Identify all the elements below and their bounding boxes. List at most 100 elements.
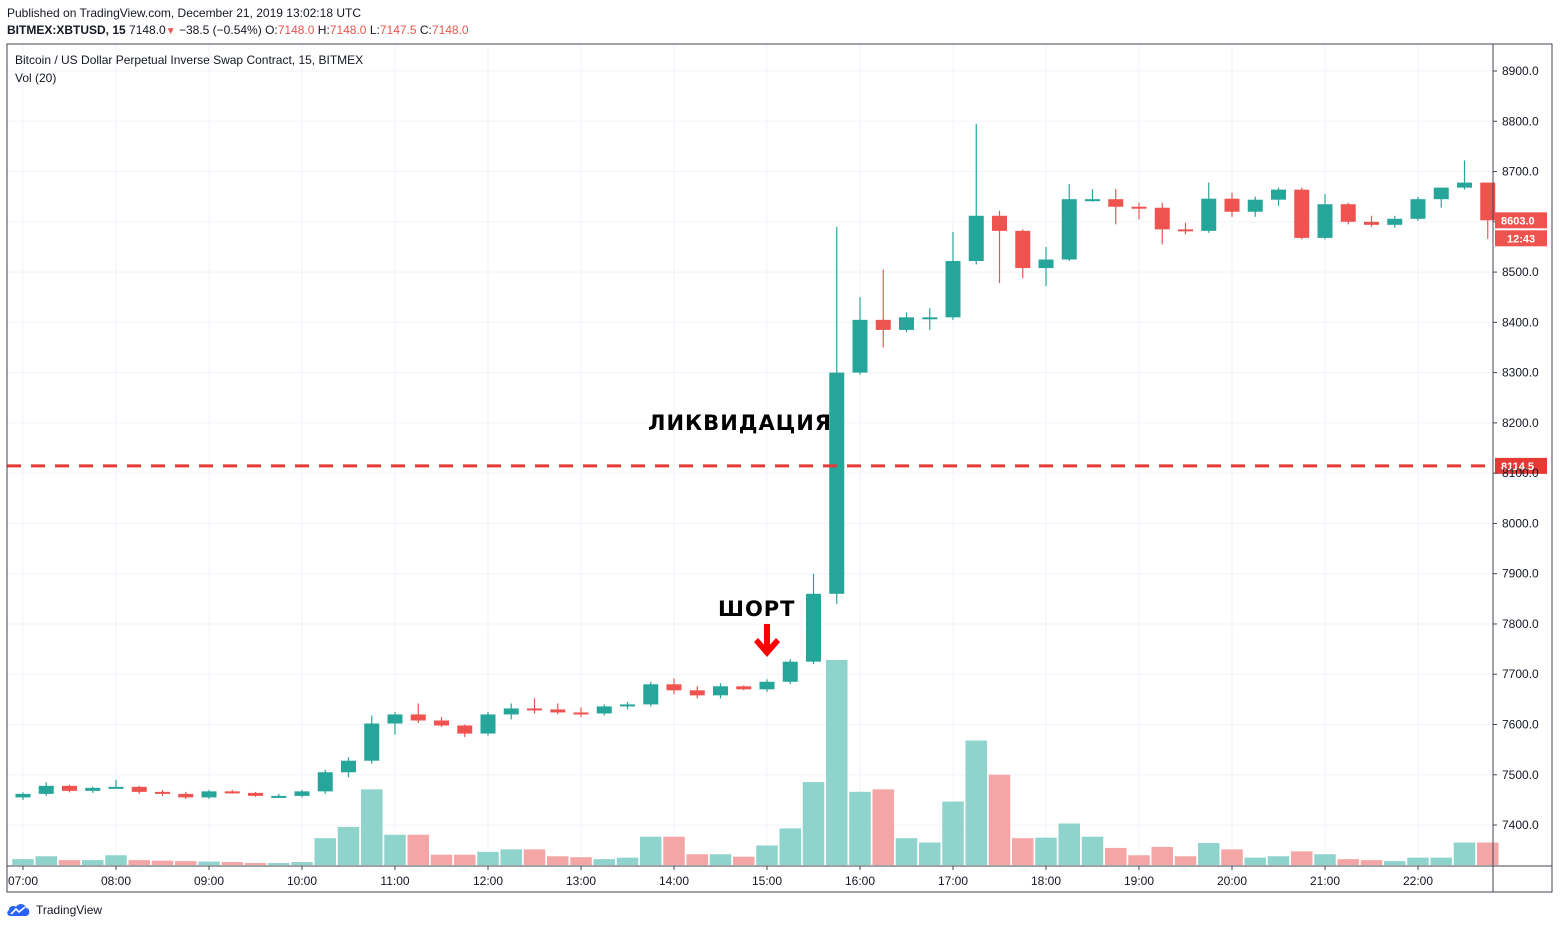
- candle-body: [829, 372, 845, 594]
- candle-body: [968, 215, 984, 262]
- volume-bar: [430, 854, 453, 865]
- published-line: Published on TradingView.com, December 2…: [7, 6, 361, 20]
- volume-bar: [849, 791, 871, 865]
- volume-bar: [1081, 836, 1104, 865]
- close-value: 7148.0: [431, 23, 469, 37]
- candle-body: [899, 317, 914, 330]
- x-tick-label: 15:00: [752, 874, 782, 888]
- x-tick-label: 13:00: [566, 874, 596, 888]
- volume-bar: [1267, 856, 1290, 865]
- volume-bar: [1337, 859, 1359, 865]
- x-tick-label: 20:00: [1217, 874, 1247, 888]
- candle-body: [503, 708, 519, 715]
- candle-body: [689, 690, 705, 696]
- candle-body: [550, 709, 566, 713]
- down-arrow-icon: ▼: [165, 26, 176, 37]
- candle-body: [85, 787, 101, 791]
- candle-body: [759, 681, 775, 690]
- high-value: 7148.0: [329, 23, 367, 37]
- candle-body: [620, 704, 635, 707]
- volume-bar: [1291, 851, 1313, 865]
- candle-body: [1247, 199, 1263, 212]
- close-label: C:: [419, 23, 432, 37]
- level-price-box: [1495, 457, 1547, 474]
- candle-body: [527, 708, 542, 711]
- candle-body: [1085, 199, 1100, 202]
- open-label: O:: [265, 23, 278, 37]
- countdown-label: 12:43: [1507, 233, 1535, 245]
- volume-bar: [1360, 860, 1383, 865]
- volume-bar: [58, 860, 81, 865]
- candle-body: [573, 712, 589, 715]
- volume-bar: [616, 857, 639, 865]
- symbol-label[interactable]: BITMEX:XBTUSD, 15: [7, 23, 126, 37]
- candle-body: [1201, 198, 1217, 231]
- candle-body: [1108, 199, 1124, 207]
- short-annotation: ШОРТ: [718, 597, 796, 621]
- y-tick-label: 8500.0: [1502, 265, 1539, 279]
- candle-body: [1480, 182, 1496, 221]
- volume-bar: [733, 856, 755, 865]
- volume-bar: [756, 845, 778, 865]
- x-tick-label: 11:00: [380, 874, 409, 888]
- y-tick-label: 8000.0: [1502, 516, 1539, 530]
- candle-body: [1364, 221, 1379, 225]
- volume-bar: [1012, 838, 1034, 865]
- volume-bar: [198, 861, 220, 865]
- current-price-box: [1495, 212, 1547, 229]
- candle-body: [294, 791, 310, 796]
- y-tick-label: 7400.0: [1502, 818, 1539, 832]
- volume-bar: [221, 862, 243, 865]
- candle-body: [248, 792, 263, 796]
- candle-body: [666, 684, 682, 691]
- chart-frame: [6, 43, 1553, 893]
- volume-bar: [1453, 842, 1476, 865]
- candle-body: [1015, 230, 1031, 269]
- volume-bar: [454, 854, 476, 865]
- volume-bar: [1105, 847, 1127, 865]
- liquidation-level: 8114.5: [7, 457, 1547, 474]
- candle-body: [38, 785, 54, 794]
- candle-body: [410, 714, 426, 721]
- liquidation-annotation: ЛИКВИДАЦИЯ: [648, 411, 832, 435]
- candle-body: [434, 720, 449, 726]
- volume-bar: [1035, 837, 1057, 865]
- candle-body: [736, 686, 752, 690]
- last-price: 7148.0: [129, 23, 166, 37]
- y-tick-label: 8200.0: [1502, 416, 1539, 430]
- y-tick-label: 8700.0: [1502, 165, 1539, 179]
- candle-body: [1410, 199, 1426, 219]
- price-chart[interactable]: 8114.5 8900.08800.08700.08600.08500.0840…: [0, 0, 1560, 900]
- x-tick-label: 17:00: [938, 874, 968, 888]
- volume-label: Vol (20): [15, 71, 56, 85]
- volume-bar: [523, 849, 546, 865]
- y-tick-label: 8800.0: [1502, 114, 1539, 128]
- candle-body: [713, 686, 728, 696]
- y-tick-label: 7500.0: [1502, 768, 1539, 782]
- candle-body: [155, 791, 170, 794]
- tradingview-logo[interactable]: TradingView: [6, 902, 102, 918]
- x-tick-label: 10:00: [287, 874, 317, 888]
- candle-body: [15, 793, 31, 798]
- annotations: ЛИКВИДАЦИЯ ШОРТ: [648, 411, 832, 657]
- current-price-label: 8603.0: [1501, 215, 1535, 227]
- volume-bar: [826, 660, 848, 865]
- volume-bar: [988, 774, 1011, 865]
- high-label: H:: [317, 23, 330, 37]
- volume-bar: [244, 863, 267, 865]
- volume-bar: [802, 782, 825, 865]
- candle-body: [62, 785, 77, 791]
- x-tick-label: 14:00: [659, 874, 689, 888]
- volume-bar: [1221, 849, 1243, 865]
- candle-body: [1178, 229, 1193, 232]
- candle-body: [457, 725, 473, 734]
- volume-bar: [291, 862, 313, 865]
- volume-bar: [1384, 861, 1406, 865]
- x-tick-label: 08:00: [101, 874, 131, 888]
- x-tick-label: 16:00: [845, 874, 875, 888]
- volume-bar: [709, 854, 732, 865]
- volume-bar: [779, 828, 801, 865]
- y-tick-label: 8100.0: [1502, 466, 1539, 480]
- candle-body: [1038, 259, 1054, 269]
- volume-bar: [593, 859, 615, 865]
